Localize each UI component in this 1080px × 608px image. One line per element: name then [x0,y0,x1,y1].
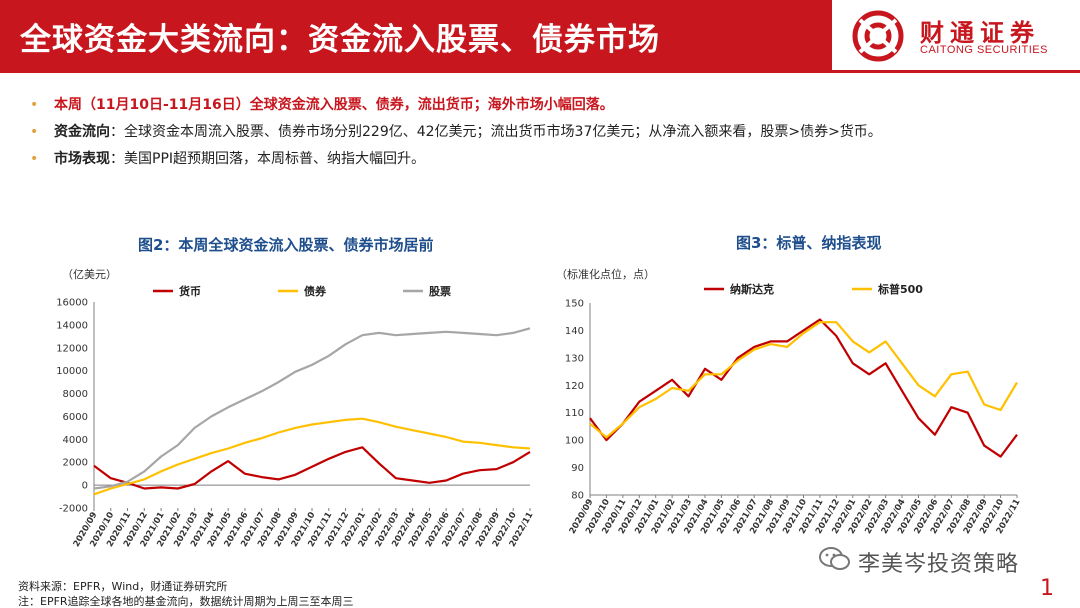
watermark: 李美岑投资策略 [818,544,1058,577]
y-tick-label: 110 [565,408,584,419]
y-tick-label: 0 [82,481,88,492]
legend-label: 债券 [304,284,327,298]
y-tick-label: 80 [571,491,584,502]
bullet-dot-icon: • [30,97,39,113]
footnote: 注：EPFR追踪全球各地的基金流向，数据统计周期为上周三至本周三 [18,595,354,608]
chart-index-unit: （标准化点位，点） [556,268,655,281]
y-tick-label: 16000 [56,298,88,309]
y-tick-label: 2000 [63,458,88,469]
legend-label: 标普500 [877,282,923,296]
bullet-market-text: ：美国PPI超预期回落，本周标普、纳指大幅回升。 [110,151,426,167]
page-number: 1 [1040,576,1054,601]
y-tick-label: 120 [565,381,584,392]
watermark-text: 李美岑投资策略 [858,552,1020,577]
bullet-dot-icon: • [30,124,39,140]
header-divider [0,70,1080,73]
series-line-2 [93,417,531,496]
series-line-1 [93,446,531,490]
company-logo: 财通证券 CAITONG SECURITIES [850,8,1080,66]
legend-label: 货币 [178,284,201,298]
logo-emblem-icon [852,10,904,62]
wechat-icon [819,547,850,570]
series-line-3 [93,327,531,490]
y-tick-label: 150 [565,299,584,310]
y-tick-label: 4000 [63,435,88,446]
chart-index: 80901001101201301401502020/092020/102020… [565,282,1022,536]
y-tick-label: 14000 [56,320,88,331]
y-tick-label: 12000 [56,343,88,354]
bullet-dot-icon: • [30,151,39,167]
slide-title: 全球资金大类流向：资金流入股票、债券市场 [20,22,660,58]
chart-fund-flow-unit: （亿美元） [62,268,117,281]
chart-index-title: 图3：标普、纳指表现 [736,234,882,252]
y-tick-label: 8000 [63,389,88,400]
y-tick-label: 130 [565,353,584,364]
bullet-fund-flow-label: 资金流向 [54,124,110,140]
header-bar [0,0,832,70]
y-tick-label: -2000 [59,504,88,515]
bullet-market-label: 市场表现 [54,151,110,167]
logo-en-text: CAITONG SECURITIES [920,44,1048,56]
chart-fund-flow: -2000 0 2000 4000 6000 8000 10000 12000 14000 160… [56,284,535,549]
chart-fund-flow-title: 图2：本周全球资金流入股票、债券市场居前 [138,236,434,254]
series-line-2 [589,321,1018,439]
legend-label: 纳斯达克 [730,282,774,296]
legend-label: 股票 [429,285,451,298]
y-tick-label: 90 [571,463,584,474]
source-note: 资料来源：EPFR，Wind，财通证券研究所 [18,580,228,593]
y-tick-label: 10000 [56,366,88,377]
y-tick-label: 100 [565,436,584,447]
logo-cn-text: 财通证券 [920,19,1040,47]
y-tick-label: 6000 [63,412,88,423]
slide-header: 全球资金大类流向：资金流入股票、债券市场 财通证券 CAITONG SECURI… [0,0,1080,76]
series-line-1 [589,318,1018,458]
bullet-summary-text: 本周（11月10日-11月16日）全球资金流入股票、债券，流出货币；海外市场小幅… [54,97,614,113]
bullet-fund-flow-text: ：全球资金本周流入股票、债券市场分别229亿、42亿美元；流出货币市场37亿美元… [110,124,882,140]
y-tick-label: 140 [565,326,584,337]
